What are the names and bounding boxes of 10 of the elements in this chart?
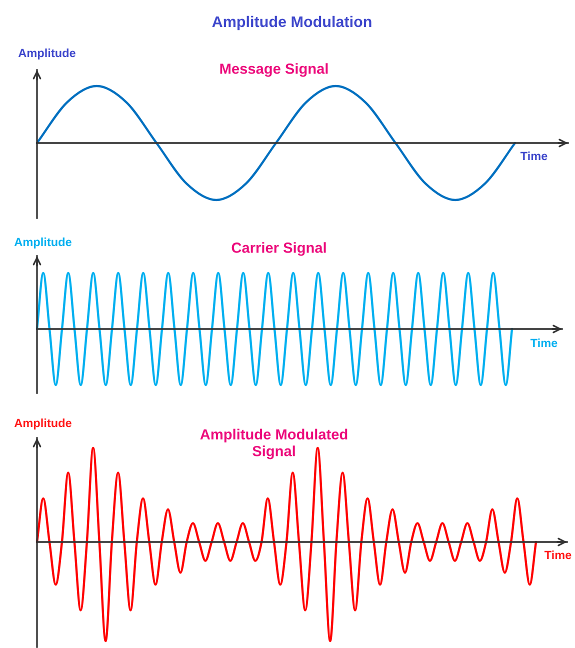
x-axis-title: Time <box>520 151 548 160</box>
chart-title: Carrier Signal <box>232 242 326 256</box>
chart-subtitle: Message Signal <box>220 63 328 77</box>
chart-title: Amplitude Modulation <box>212 16 372 30</box>
x-axis-title: Time <box>530 338 558 348</box>
chart-title: Amplitude Modulated Signal <box>200 428 348 460</box>
x-axis-title: Time <box>544 550 572 560</box>
y-axis-title: Amplitude <box>18 48 76 60</box>
y-axis-title: Amplitude <box>14 418 72 430</box>
y-axis-title: Amplitude <box>14 237 72 249</box>
